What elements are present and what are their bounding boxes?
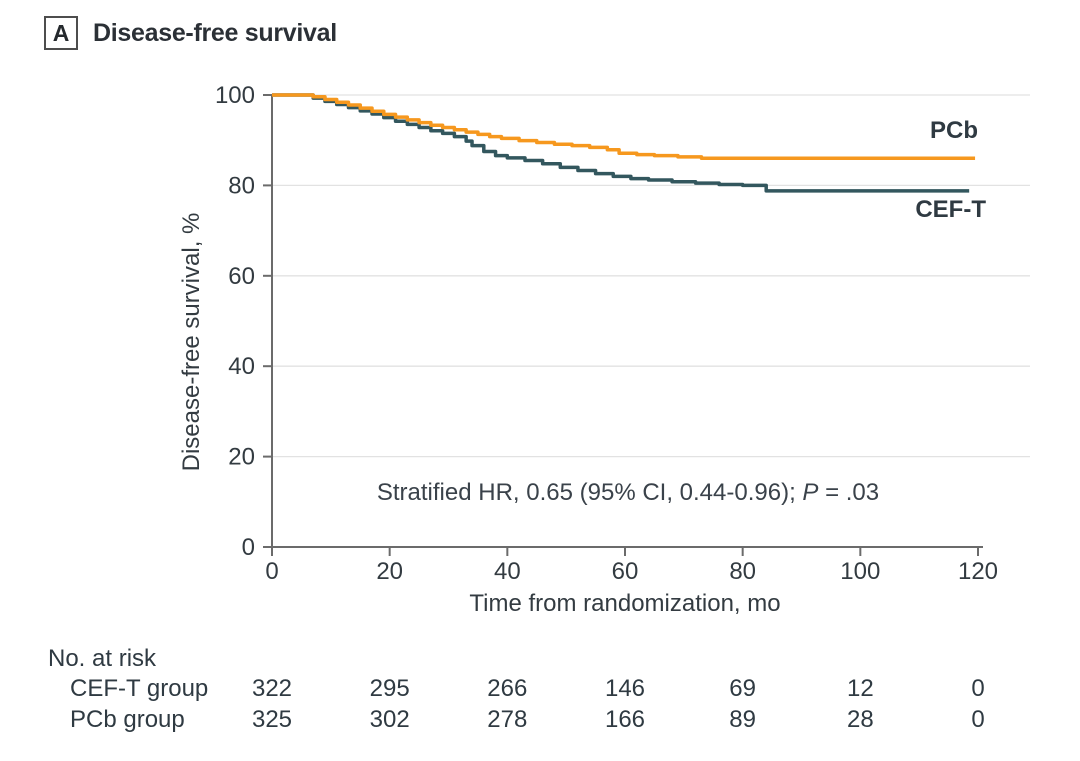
risk-value: 89 (729, 706, 757, 733)
risk-value: 295 (369, 675, 410, 702)
survival-curve-pcb (272, 93, 976, 161)
risk-value: 28 (846, 706, 874, 733)
risk-value: 146 (604, 675, 646, 702)
risk-value: 266 (487, 675, 528, 702)
risk-value: 69 (729, 675, 757, 702)
y-tick-label: 60 (228, 263, 255, 290)
risk-row-label: CEF-T group (70, 675, 209, 702)
p-label: P (802, 479, 819, 506)
panel-letter-badge: A (44, 16, 78, 50)
risk-value: 0 (971, 675, 985, 702)
y-tick-label: 40 (228, 353, 255, 380)
survival-curve-ceft (272, 93, 970, 193)
x-tick-label: 60 (612, 558, 639, 585)
panel-header: A Disease-free survival (44, 16, 337, 50)
risk-row-label: PCb group (70, 706, 185, 733)
y-tick-label: 0 (242, 534, 255, 561)
y-tick-label: 80 (228, 172, 255, 199)
x-tick-label: 120 (958, 558, 998, 585)
x-axis-title: Time from randomization, mo (469, 590, 781, 617)
y-tick-label: 20 (228, 444, 255, 471)
risk-value: 12 (846, 675, 874, 702)
y-tick-label: 100 (215, 82, 255, 109)
y-axis-title: Disease-free survival, % (178, 212, 205, 472)
risk-value: 302 (369, 706, 410, 733)
p-value-text: = .03 (818, 479, 880, 506)
risk-value: 325 (251, 706, 293, 733)
x-tick-label: 0 (265, 558, 278, 585)
curve-label-ceft: CEF-T (915, 196, 986, 223)
hazard-ratio-annotation: Stratified HR, 0.65 (95% CI, 0.44-0.96);… (377, 479, 879, 507)
hazard-ratio-text: Stratified HR, 0.65 (95% CI, 0.44-0.96); (376, 479, 803, 506)
risk-value: 0 (971, 706, 985, 733)
figure-title: Disease-free survival (93, 18, 337, 47)
x-tick-label: 100 (840, 558, 880, 585)
curve-label-pcb: PCb (930, 117, 978, 144)
x-tick-label: 20 (376, 558, 403, 585)
risk-table-title: No. at risk (48, 645, 157, 672)
risk-value: 322 (251, 675, 293, 702)
risk-value: 278 (487, 706, 528, 733)
x-tick-label: 40 (494, 558, 521, 585)
risk-value: 166 (604, 706, 646, 733)
x-tick-label: 80 (729, 558, 756, 585)
